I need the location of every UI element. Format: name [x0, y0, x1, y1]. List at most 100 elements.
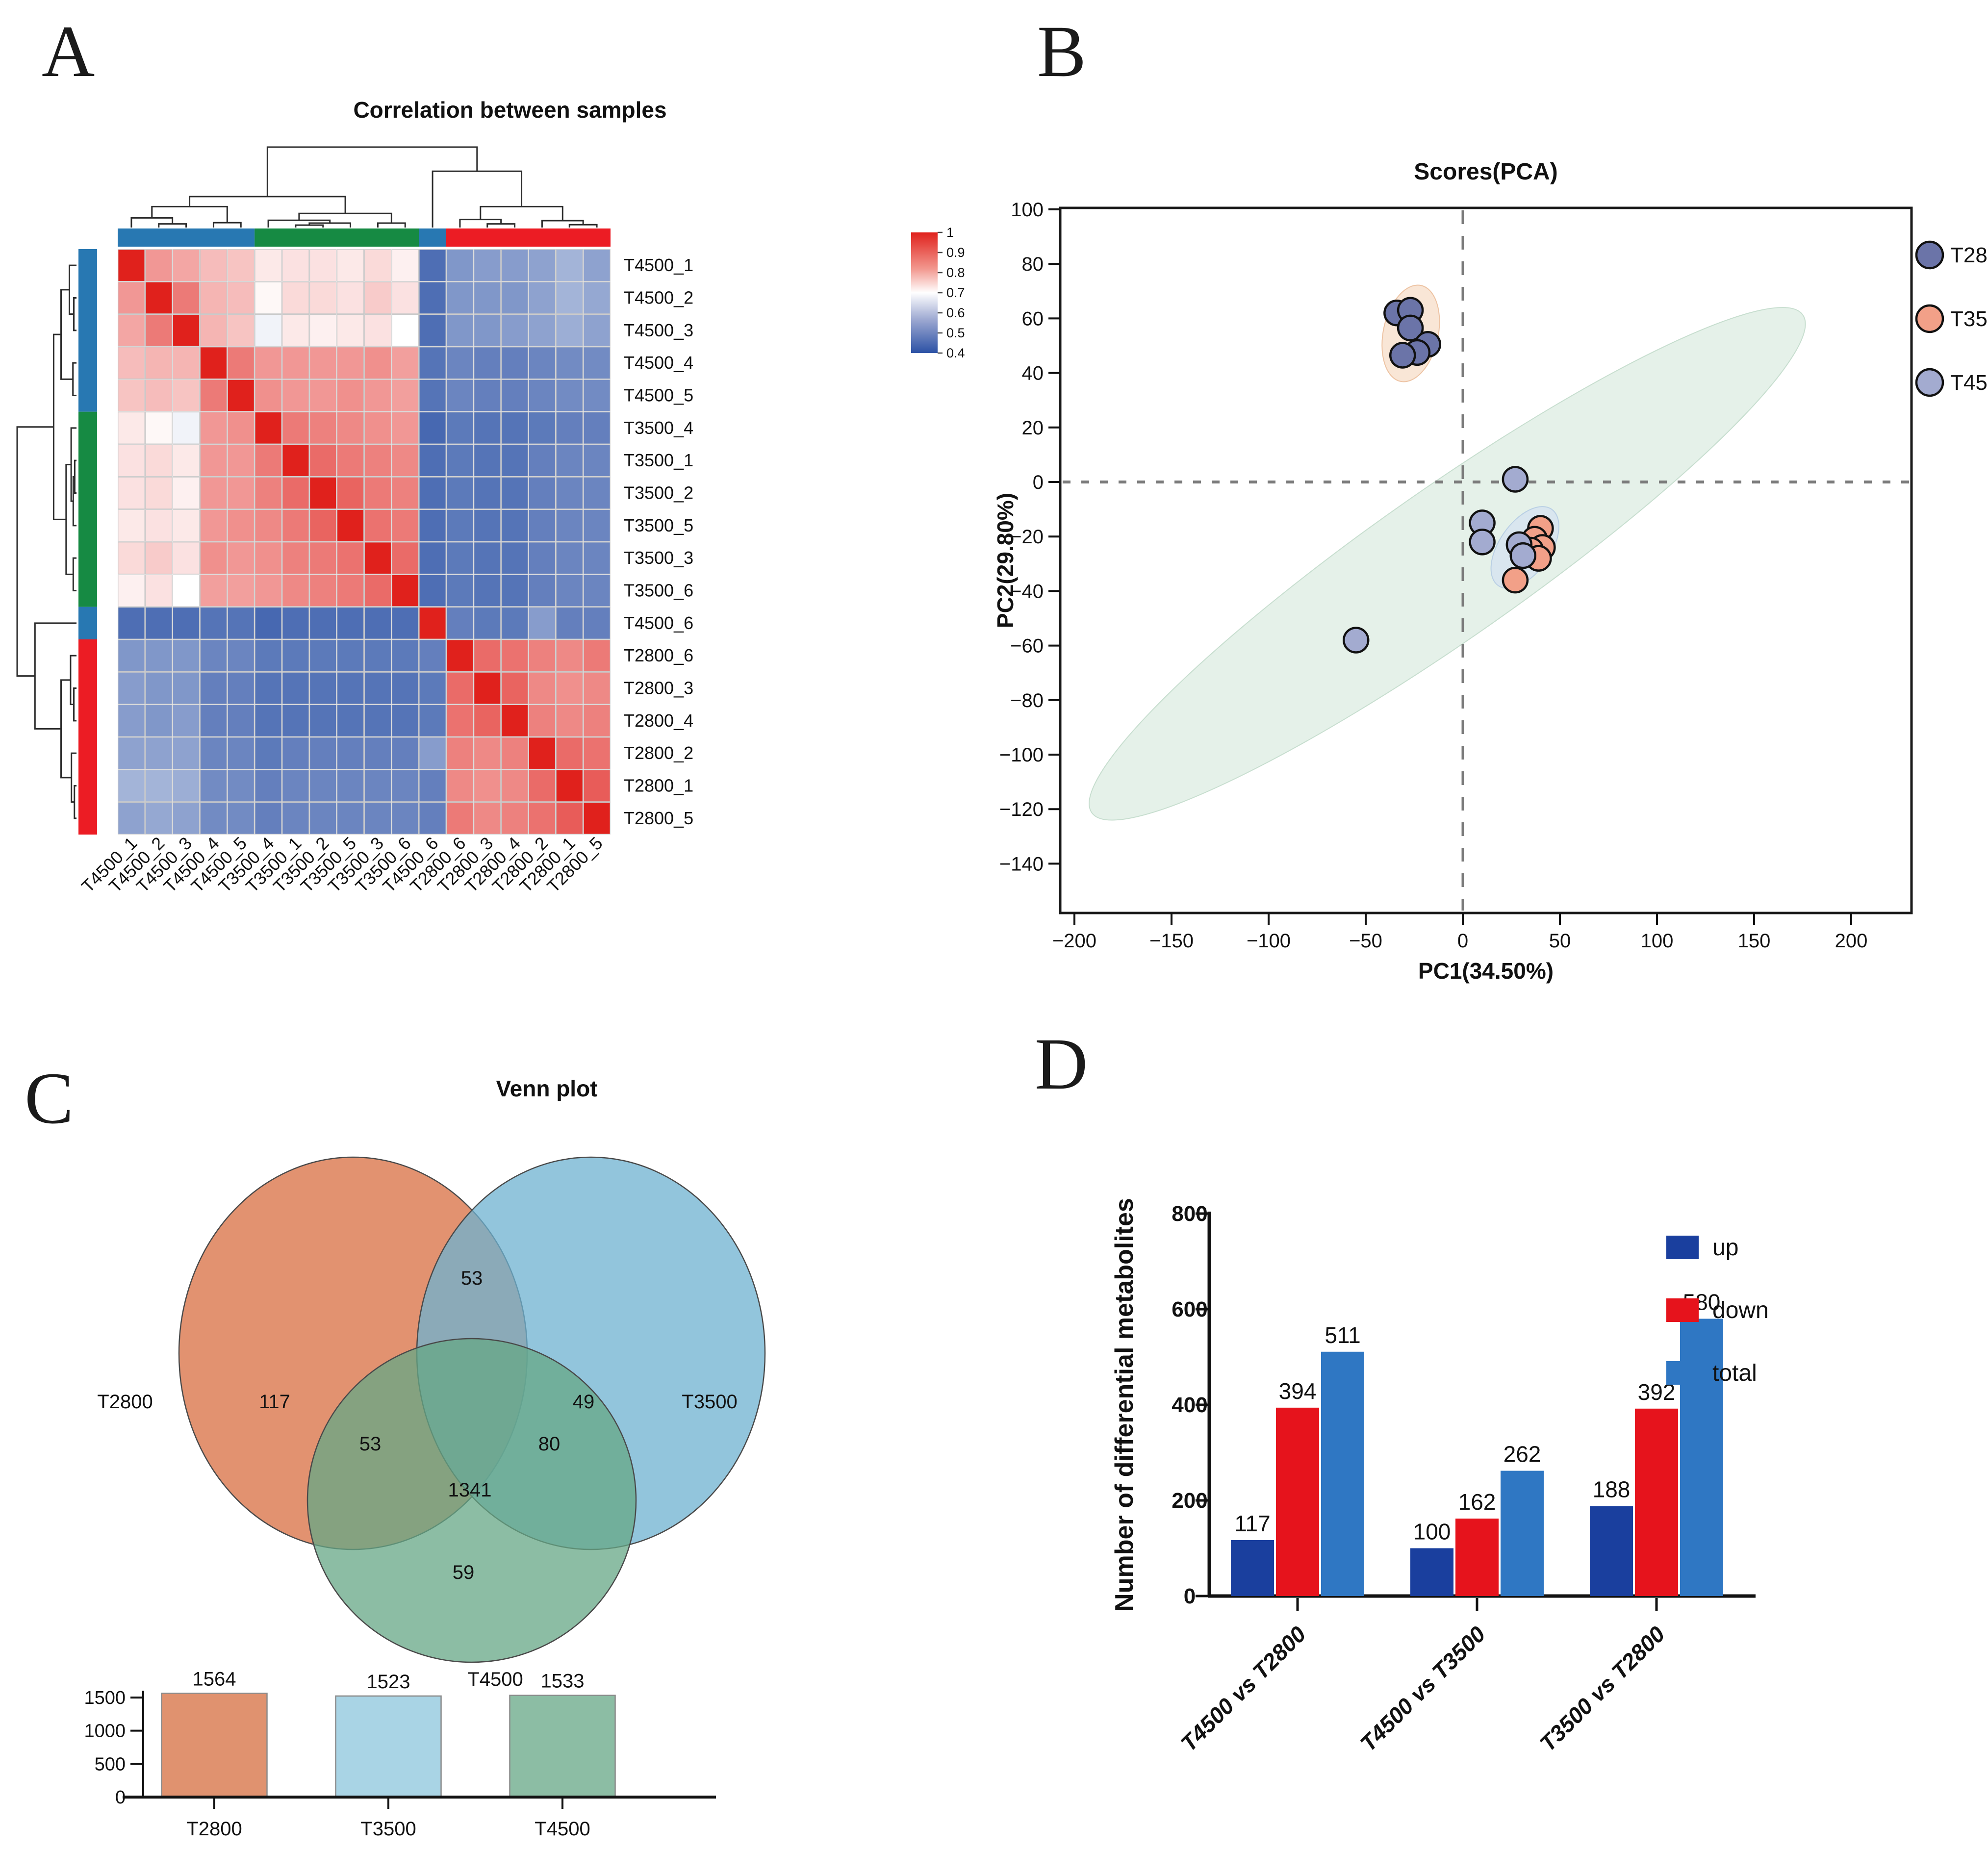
heatmap-cell — [172, 607, 200, 639]
heatmap-cell — [255, 281, 282, 314]
heatmap-cell — [556, 574, 583, 607]
pca-axis-ticks: −200 −150 −100 −50 0 50 100 150 200100806040200−… — [999, 199, 1867, 952]
row-label: T4500_2 — [624, 288, 693, 308]
heatmap-cell — [282, 314, 309, 347]
bar-up-T3500-vs-T2800 — [1590, 1506, 1633, 1596]
heatmap-cell — [364, 379, 392, 412]
heatmap-dendrogram-left — [16, 264, 76, 819]
heatmap-cell — [282, 802, 309, 835]
heatmap-cell — [446, 704, 474, 737]
heatmap-cell — [583, 314, 611, 347]
heatmap-cell — [336, 281, 364, 314]
heatmap-cell — [364, 444, 392, 477]
heatmap-cell — [501, 379, 529, 412]
heatmap-cell — [391, 509, 419, 542]
dendrogram-branch — [480, 205, 563, 221]
y-tick-label: 100 — [1011, 199, 1044, 221]
heatmap-cell — [227, 509, 255, 542]
bar-legend-swatch-up — [1666, 1236, 1699, 1259]
heatmap-cell — [446, 477, 474, 509]
colorbar-tick-label: 0.5 — [946, 326, 965, 340]
heatmap-cell — [528, 542, 556, 575]
row-label: T2800_5 — [624, 808, 693, 828]
count-t3500-t4500: 80 — [538, 1433, 561, 1455]
heatmap-cell — [391, 314, 419, 347]
heatmap-cell — [200, 509, 228, 542]
heatmap-cell — [118, 607, 145, 639]
heatmap-cell — [255, 542, 282, 575]
bar-legend-label: total — [1712, 1360, 1757, 1386]
heatmap-cell — [583, 769, 611, 802]
dendrogram-branch — [151, 205, 228, 223]
bar-y-axis-title: Number of differential metabolites — [1110, 1198, 1139, 1612]
row-label: T3500_5 — [624, 515, 693, 535]
heatmap-cell — [255, 737, 282, 770]
heatmap-cell — [309, 379, 337, 412]
heatmap-cell — [200, 281, 228, 314]
heatmap-cell — [419, 574, 446, 607]
legend-marker-T3500 — [1915, 304, 1944, 333]
bar-legend-swatch-down — [1666, 1298, 1699, 1322]
heatmap-cell — [145, 574, 173, 607]
heatmap-cell — [474, 379, 501, 412]
heatmap-cell — [528, 379, 556, 412]
heatmap-cell — [227, 281, 255, 314]
heatmap-cell — [309, 411, 337, 444]
dendrogram-branch — [486, 223, 516, 228]
legend-label: T2800 — [1950, 243, 1988, 267]
heatmap-cell — [583, 444, 611, 477]
row-label: T3500_1 — [624, 450, 693, 470]
venn-set-labels: T2800 T3500 T4500 — [97, 1391, 737, 1690]
heatmap-cell — [282, 477, 309, 509]
heatmap-cell — [556, 802, 583, 835]
heatmap-cell — [227, 639, 255, 672]
bar-y-tick-label: 800 — [1172, 1202, 1207, 1226]
venn-circles — [178, 1156, 766, 1663]
heatmap-cell — [145, 379, 173, 412]
bar-down-T4500-vs-T2800 — [1276, 1407, 1319, 1596]
totals-bar-T3500 — [335, 1695, 442, 1798]
heatmap-cell — [200, 769, 228, 802]
heatmap-cell — [528, 607, 556, 639]
heatmap-cell — [583, 737, 611, 770]
dendrogram-branch — [65, 463, 74, 575]
count-t3500-only: 49 — [573, 1391, 595, 1413]
heatmap-cell — [145, 444, 173, 477]
heatmap-cell — [282, 672, 309, 705]
heatmap-cell — [419, 737, 446, 770]
bar-total-T4500-vs-T2800 — [1321, 1351, 1364, 1596]
totals-y-tick-label: 1000 — [84, 1721, 126, 1742]
x-tick-label: 150 — [1738, 930, 1771, 952]
heatmap-cell — [145, 704, 173, 737]
row-label: T3500_6 — [624, 581, 693, 601]
pca-point-T4500 — [1469, 529, 1496, 556]
heatmap-cell — [501, 477, 529, 509]
heatmap-cell — [364, 607, 392, 639]
heatmap-cell — [583, 542, 611, 575]
column-group-segment — [446, 228, 611, 247]
heatmap-cell — [282, 444, 309, 477]
heatmap-cell — [419, 281, 446, 314]
dendrogram-branch — [72, 362, 76, 396]
heatmap-cell — [391, 477, 419, 509]
heatmap-cell — [172, 477, 200, 509]
heatmap-cell — [391, 639, 419, 672]
heatmap-cell — [255, 574, 282, 607]
heatmap-cell — [528, 574, 556, 607]
heatmap-cell — [528, 509, 556, 542]
panel-a-letter: A — [42, 11, 95, 92]
heatmap-cell — [336, 411, 364, 444]
heatmap-cell — [200, 347, 228, 380]
heatmap-cell — [227, 444, 255, 477]
heatmap-cell — [419, 542, 446, 575]
heatmap-cell — [446, 639, 474, 672]
heatmap-cell — [419, 249, 446, 282]
heatmap-cell — [419, 509, 446, 542]
dendrogram-branch — [298, 212, 392, 223]
heatmap-cell — [118, 347, 145, 380]
heatmap-cell — [282, 639, 309, 672]
row-label: T2800_4 — [624, 710, 693, 731]
bar-y-tick-label: 600 — [1172, 1297, 1207, 1321]
heatmap-cell — [172, 281, 200, 314]
heatmap-cell — [501, 607, 529, 639]
